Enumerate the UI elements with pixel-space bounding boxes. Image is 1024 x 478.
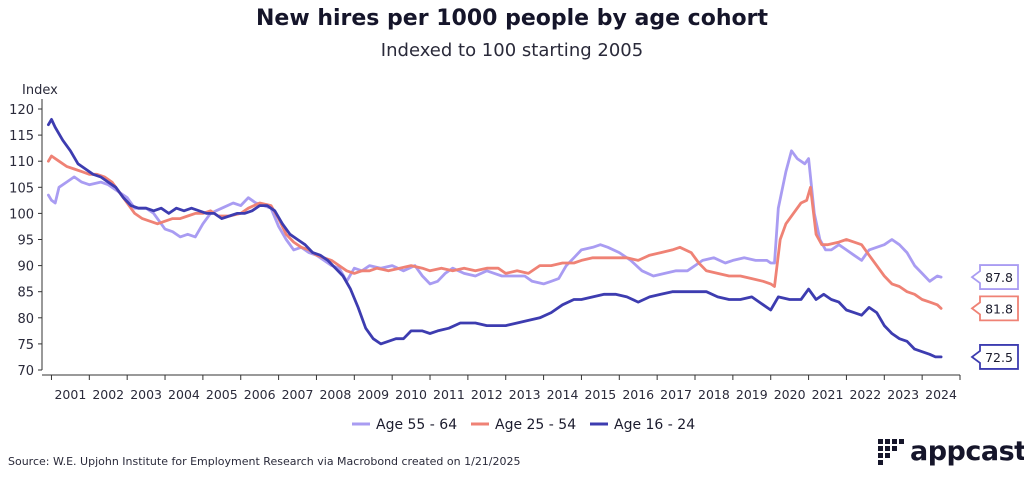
x-tick-label: 2002 xyxy=(92,387,124,402)
x-tick-label: 2024 xyxy=(925,387,957,402)
x-tick-label: 2010 xyxy=(395,387,427,402)
x-tick-label: 2001 xyxy=(54,387,86,402)
x-tick-label: 2003 xyxy=(130,387,162,402)
x-tick-label: 2021 xyxy=(812,387,844,402)
y-tick-label: 110 xyxy=(9,155,34,170)
y-axis-label: Index xyxy=(22,83,58,98)
appcast-logo: appcast xyxy=(878,436,1024,467)
legend-label: Age 16 - 24 xyxy=(614,417,695,433)
series-line-3 xyxy=(47,118,943,359)
x-tick-label: 2018 xyxy=(698,387,730,402)
appcast-grid-icon xyxy=(878,438,904,465)
end-value-box xyxy=(970,344,1019,370)
x-tick-label: 2006 xyxy=(244,387,276,402)
x-tick-label: 2019 xyxy=(736,387,768,402)
x-tick-label: 2023 xyxy=(887,387,919,402)
chart-title: New hires per 1000 people by age cohort xyxy=(256,6,768,31)
x-tick-label: 2017 xyxy=(660,387,692,402)
x-tick-label: 2015 xyxy=(584,387,616,402)
chart-subtitle: Indexed to 100 starting 2005 xyxy=(380,40,644,61)
legend-item-3: Age 16 - 24 xyxy=(590,417,695,433)
end-value-label: 81.8 xyxy=(985,301,1013,316)
x-tick-label: 2020 xyxy=(774,387,806,402)
y-tick-label: 105 xyxy=(9,181,34,196)
x-tick-label: 2016 xyxy=(622,387,654,402)
y-tick-label: 85 xyxy=(17,286,34,301)
legend-item-1: Age 55 - 64 xyxy=(352,417,457,433)
y-tick-label: 70 xyxy=(17,364,34,379)
x-tick-label: 2008 xyxy=(319,387,351,402)
end-value-label: 72.5 xyxy=(985,350,1013,365)
legend-label: Age 25 - 54 xyxy=(495,417,576,433)
y-tick-label: 100 xyxy=(9,207,34,222)
y-tick-label: 75 xyxy=(17,338,34,353)
y-tick-label: 95 xyxy=(17,234,34,249)
x-tick-label: 2013 xyxy=(509,387,541,402)
y-tick-label: 115 xyxy=(9,129,34,144)
end-value-label: 87.8 xyxy=(985,270,1013,285)
end-value-box xyxy=(970,264,1019,290)
x-tick-label: 2009 xyxy=(357,387,389,402)
x-tick-label: 2004 xyxy=(168,387,200,402)
source-note: Source: W.E. Upjohn Institute for Employ… xyxy=(8,455,521,468)
y-tick-label: 120 xyxy=(9,103,34,118)
end-value-callout-1: 87.8 xyxy=(970,264,1019,290)
y-tick-label: 90 xyxy=(17,260,34,275)
x-tick-label: 2007 xyxy=(282,387,314,402)
x-tick-label: 2011 xyxy=(433,387,465,402)
x-tick-label: 2005 xyxy=(206,387,238,402)
legend-label: Age 55 - 64 xyxy=(376,417,457,433)
x-tick-label: 2014 xyxy=(547,387,579,402)
x-tick-label: 2012 xyxy=(471,387,503,402)
series-line-2 xyxy=(47,154,943,310)
x-tick-label: 2022 xyxy=(849,387,881,402)
end-value-box xyxy=(970,295,1019,322)
legend-item-2: Age 25 - 54 xyxy=(471,417,576,433)
end-value-callout-2: 81.8 xyxy=(970,295,1019,322)
end-value-callout-3: 72.5 xyxy=(970,344,1019,370)
appcast-wordmark: appcast xyxy=(910,436,1024,467)
y-tick-label: 80 xyxy=(17,312,34,327)
